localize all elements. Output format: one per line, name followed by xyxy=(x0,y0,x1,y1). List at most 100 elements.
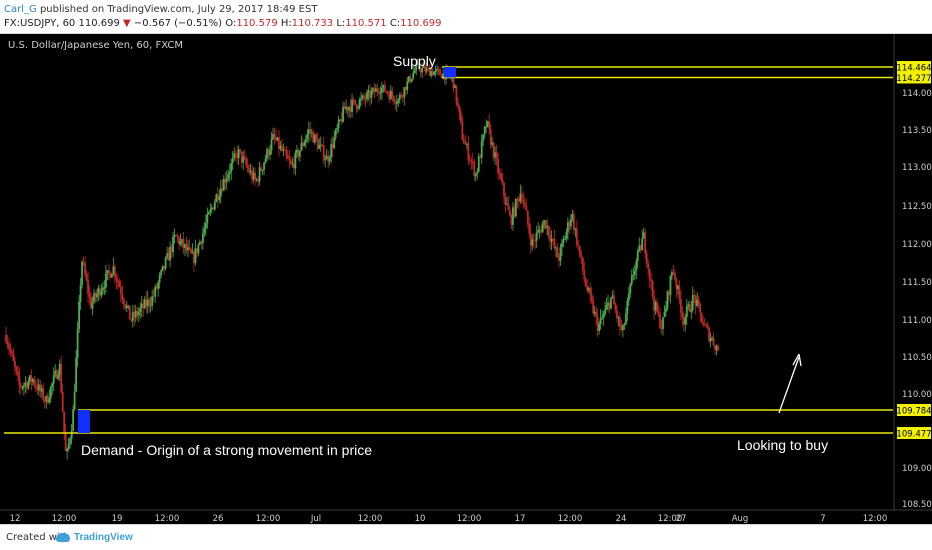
candle-body xyxy=(498,172,501,174)
candle-body xyxy=(665,307,667,312)
tradingview-logo[interactable]: TradingView xyxy=(56,528,133,546)
candle-body xyxy=(30,375,33,383)
candle-body xyxy=(497,158,499,173)
candle-body xyxy=(21,387,24,389)
candle-body xyxy=(102,287,104,291)
candle-body xyxy=(5,334,7,342)
x-tick-label: 27 xyxy=(676,514,687,524)
candle-body xyxy=(550,239,553,242)
candle-body xyxy=(494,152,496,158)
candle-body xyxy=(382,84,385,88)
candle-body xyxy=(682,317,685,325)
candle-body xyxy=(632,274,635,276)
candle-body xyxy=(513,207,516,217)
candle-body xyxy=(668,291,670,296)
candle-body xyxy=(73,391,76,410)
candle-body xyxy=(319,144,322,146)
candle-body xyxy=(703,324,706,326)
candle-body xyxy=(674,272,676,280)
candle-body xyxy=(483,126,486,135)
y-tick-label: 110.000 xyxy=(902,390,932,400)
candle-body xyxy=(230,163,233,172)
candle-body xyxy=(638,245,641,251)
price-label-box xyxy=(897,404,931,416)
candlestick-chart[interactable]: U.S. Dollar/Japanese Yen, 60, FXCM 114.00… xyxy=(0,34,932,524)
candle-body xyxy=(209,209,212,213)
candle-body xyxy=(163,265,166,269)
candle-body xyxy=(468,159,471,161)
chart-panel[interactable]: U.S. Dollar/Japanese Yen, 60, FXCM 114.00… xyxy=(0,34,932,524)
candle-body xyxy=(267,149,270,156)
candle-body xyxy=(227,174,230,179)
candle-body xyxy=(245,158,248,166)
candle-body xyxy=(137,312,140,316)
close-value: 110.699 xyxy=(400,18,442,29)
candle-body xyxy=(270,139,273,151)
candle-body xyxy=(221,188,224,191)
candle-body xyxy=(169,246,171,261)
candle-body xyxy=(684,317,687,325)
candle-body xyxy=(556,247,559,258)
candle-body xyxy=(215,194,218,203)
candle-body xyxy=(130,319,133,321)
candle-body xyxy=(143,299,146,309)
candle-body xyxy=(339,119,342,121)
candle-body xyxy=(391,90,394,97)
candle-body xyxy=(587,288,590,291)
candle-body xyxy=(671,272,673,276)
candle-body xyxy=(76,329,79,358)
candle-body xyxy=(507,203,510,211)
candle-body xyxy=(292,163,295,169)
candle-body xyxy=(313,134,316,143)
candle-body xyxy=(249,170,252,173)
candle-body xyxy=(651,281,654,297)
candle-body xyxy=(676,285,679,289)
candle-body xyxy=(131,312,134,321)
candle-body xyxy=(629,283,632,294)
candle-body xyxy=(657,312,660,314)
candle-body xyxy=(281,145,283,151)
candle-body xyxy=(473,161,476,177)
candle-body xyxy=(70,430,73,439)
candle-body xyxy=(207,212,210,215)
candle-body xyxy=(647,263,650,269)
candle-body xyxy=(400,94,403,97)
candle-body xyxy=(234,153,237,155)
candle-body xyxy=(112,266,115,275)
brand-name: TradingView xyxy=(74,531,133,543)
candle-body xyxy=(425,67,428,72)
candle-body xyxy=(122,299,125,305)
author-link[interactable]: Carl_G xyxy=(4,4,37,15)
low-label: L: xyxy=(336,18,346,29)
candle-body xyxy=(366,92,368,100)
candle-body xyxy=(593,311,596,314)
candle-body xyxy=(330,144,333,158)
candle-body xyxy=(45,396,48,402)
candle-body xyxy=(200,241,203,244)
candle-body xyxy=(679,298,682,313)
candle-body xyxy=(693,294,696,296)
candle-body xyxy=(191,251,194,254)
candle-body xyxy=(555,247,557,249)
candle-body xyxy=(96,293,98,298)
candle-body xyxy=(535,232,538,241)
candle-body xyxy=(436,69,438,71)
candle-body xyxy=(312,132,315,143)
candle-body xyxy=(331,144,334,149)
candle-body xyxy=(187,247,189,251)
candle-body xyxy=(40,388,43,392)
candle-body xyxy=(103,287,106,289)
buy-arrow-head-icon xyxy=(792,353,802,367)
candle-body xyxy=(708,328,710,342)
candle-body xyxy=(306,134,309,139)
candle-body xyxy=(354,99,356,105)
candle-body xyxy=(613,295,615,305)
candle-body xyxy=(295,149,298,153)
candle-body xyxy=(363,95,365,99)
candle-body xyxy=(301,142,304,146)
candle-body xyxy=(372,88,374,92)
candle-body xyxy=(115,277,118,281)
candle-body xyxy=(559,247,562,261)
candle-body xyxy=(185,244,188,251)
candle-body xyxy=(54,370,57,376)
